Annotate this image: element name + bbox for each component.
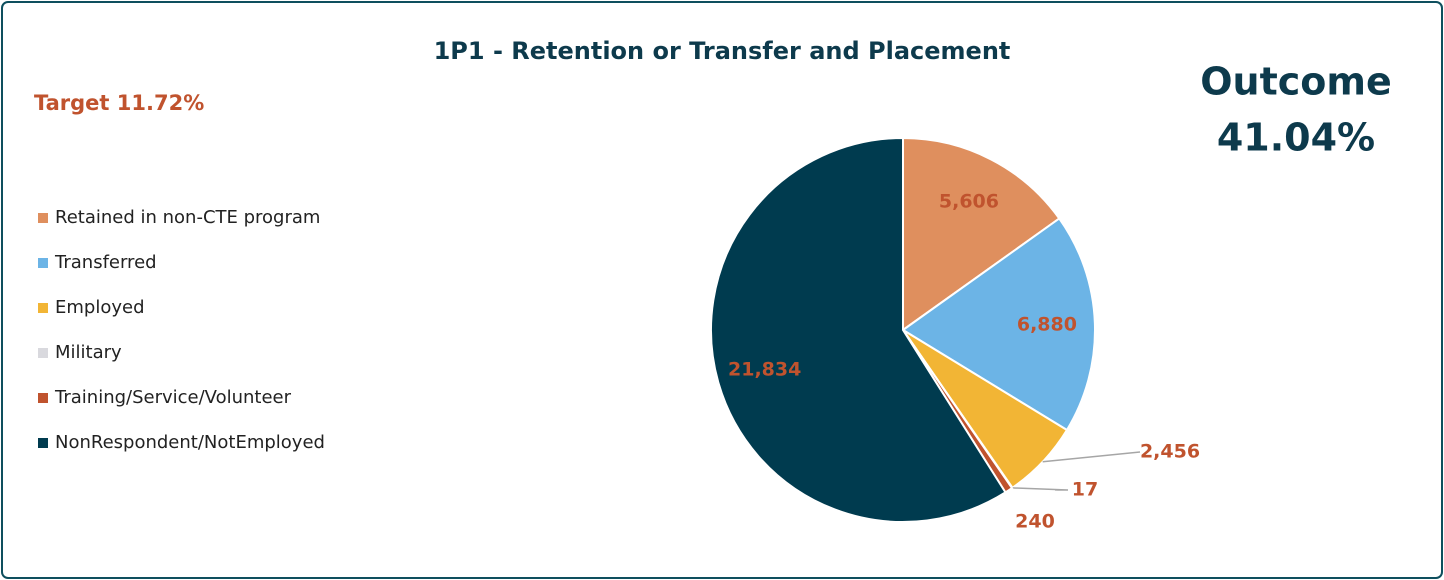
legend-swatch xyxy=(38,438,48,448)
pie-slice xyxy=(710,136,1007,523)
outcome-value: 41.04% xyxy=(1217,116,1375,160)
legend-label: Transferred xyxy=(54,252,157,273)
leader-line xyxy=(1042,451,1141,463)
legend-swatch xyxy=(38,303,48,313)
legend-swatch xyxy=(38,258,48,268)
legend-swatch xyxy=(38,348,48,358)
pie-slice xyxy=(901,217,1096,432)
data-label: 240 xyxy=(1015,511,1055,533)
outcome-label: Outcome xyxy=(1200,60,1392,104)
chart-title: 1P1 - Retention or Transfer and Placemen… xyxy=(434,37,1011,65)
legend-label: Employed xyxy=(55,297,145,318)
legend-label: NonRespondent/NotEmployed xyxy=(55,432,325,453)
leader-line xyxy=(1012,487,1069,491)
legend-label: Military xyxy=(55,342,122,363)
data-label: 17 xyxy=(1072,479,1098,501)
data-label: 6,880 xyxy=(1017,313,1077,335)
legend-label: Retained in non-CTE program xyxy=(55,207,320,228)
data-label: 2,456 xyxy=(1140,441,1200,463)
legend-label: Training/Service/Volunteer xyxy=(54,387,292,408)
legend-swatch xyxy=(38,393,48,403)
target-annotation: Target 11.72% xyxy=(34,91,204,115)
data-label: 5,606 xyxy=(939,190,999,212)
pie-slice xyxy=(902,136,1061,332)
legend-swatch xyxy=(38,213,48,223)
data-label: 21,834 xyxy=(728,358,801,380)
